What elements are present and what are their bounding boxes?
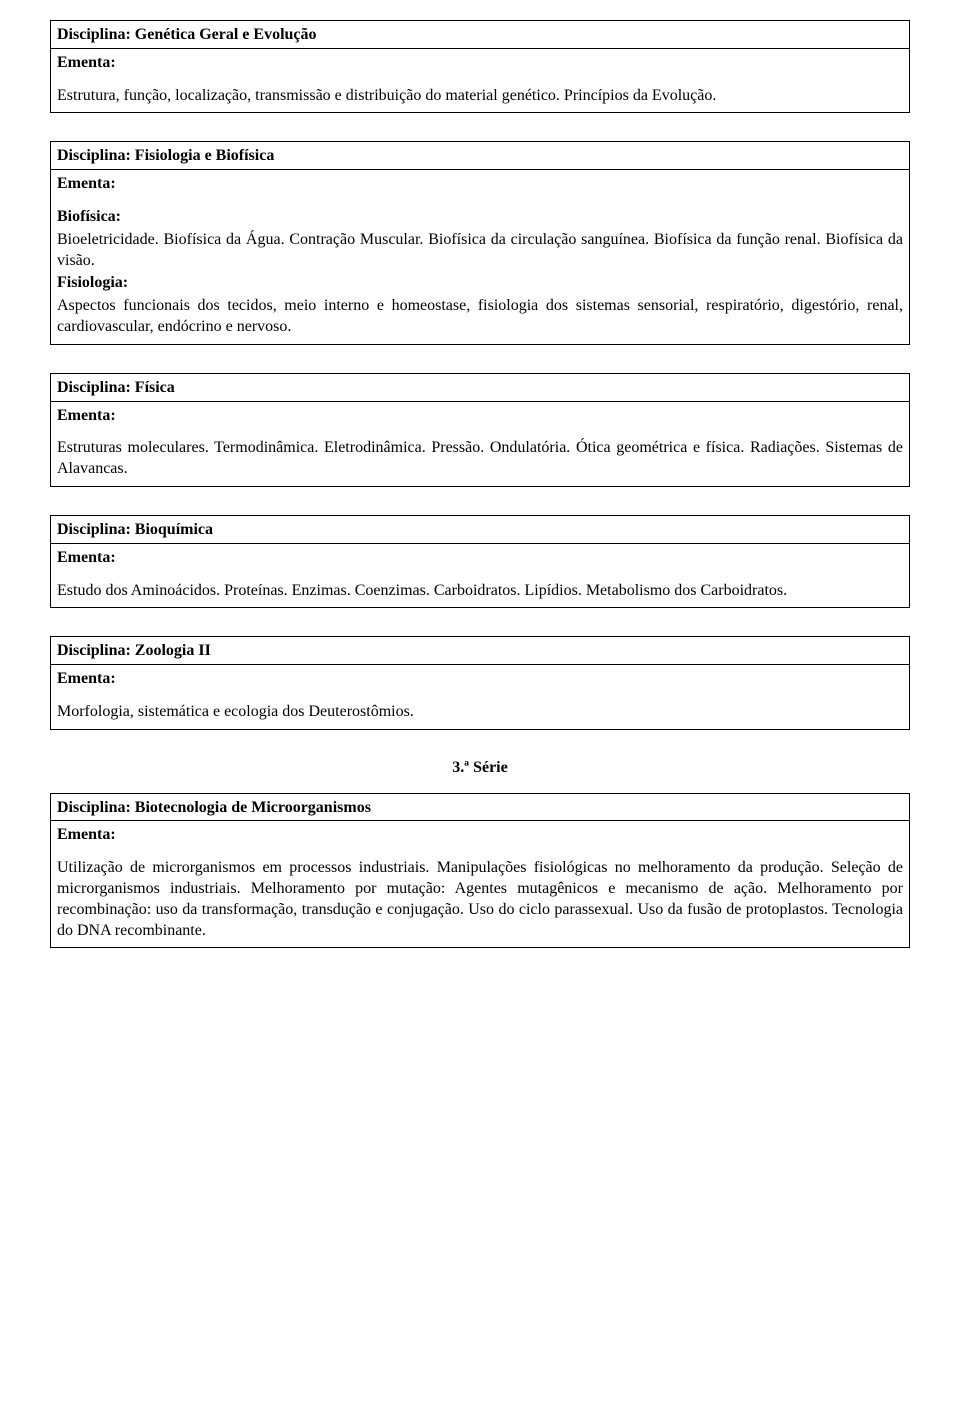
ementa-label: Ementa: bbox=[57, 669, 903, 690]
content-paragraph: Fisiologia: bbox=[57, 273, 903, 294]
content-paragraph: Utilização de microrganismos em processo… bbox=[57, 858, 903, 941]
discipline-blocks-container: Disciplina: Genética Geral e EvoluçãoEme… bbox=[50, 20, 910, 730]
discipline-title: Disciplina: Zoologia II bbox=[51, 637, 910, 665]
discipline-title: Disciplina: Genética Geral e Evolução bbox=[51, 21, 910, 49]
discipline-content: Ementa: Estruturas moleculares. Termodinâ… bbox=[51, 401, 910, 486]
bold-prefix: Fisiologia: bbox=[57, 274, 128, 291]
spacer bbox=[57, 74, 903, 84]
content-paragraph: Estudo dos Aminoácidos. Proteínas. Enzim… bbox=[57, 581, 903, 602]
ementa-label: Ementa: bbox=[57, 406, 903, 427]
bold-prefix: Biofísica: bbox=[57, 208, 121, 225]
content-paragraph: Morfologia, sistemática e ecologia dos D… bbox=[57, 702, 903, 723]
discipline-table: Disciplina: Bioquímica Ementa: Estudo dos … bbox=[50, 515, 910, 608]
discipline-block: Disciplina: Bioquímica Ementa: Estudo dos … bbox=[50, 515, 910, 608]
content-paragraph: Estrutura, função, localização, transmis… bbox=[57, 86, 903, 107]
content-paragraph: Biofísica: bbox=[57, 207, 903, 228]
content-paragraph: Aspectos funcionais dos tecidos, meio in… bbox=[57, 296, 903, 338]
spacer bbox=[57, 846, 903, 856]
discipline-content: Ementa: Estrutura, função, localização, t… bbox=[51, 48, 910, 113]
discipline-block: Disciplina: Física Ementa: Estruturas mole… bbox=[50, 373, 910, 487]
spacer bbox=[57, 690, 903, 700]
ementa-label: Ementa: bbox=[57, 825, 903, 846]
discipline-content: Ementa: Biofísica: Bioeletricidade. Biofís… bbox=[51, 170, 910, 345]
discipline-table: Disciplina: Genética Geral e EvoluçãoEme… bbox=[50, 20, 910, 113]
after-series-blocks-container: Disciplina: Biotecnologia de Microorgani… bbox=[50, 793, 910, 949]
discipline-title: Disciplina: Bioquímica bbox=[51, 515, 910, 543]
series-heading: 3.ª Série bbox=[50, 758, 910, 779]
discipline-block: Disciplina: Zoologia II Ementa: Morfologia… bbox=[50, 636, 910, 729]
discipline-table: Disciplina: Fisiologia e BiofísicaEmenta… bbox=[50, 141, 910, 344]
discipline-title: Disciplina: Biotecnologia de Microorgani… bbox=[51, 793, 910, 821]
content-paragraph: Estruturas moleculares. Termodinâmica. E… bbox=[57, 438, 903, 480]
discipline-block: Disciplina: Fisiologia e BiofísicaEmenta… bbox=[50, 141, 910, 344]
discipline-content: Ementa: Utilização de microrganismos em p… bbox=[51, 821, 910, 948]
ementa-label: Ementa: bbox=[57, 53, 903, 74]
spacer bbox=[57, 569, 903, 579]
discipline-title: Disciplina: Fisiologia e Biofísica bbox=[51, 142, 910, 170]
discipline-table: Disciplina: Zoologia II Ementa: Morfologia… bbox=[50, 636, 910, 729]
discipline-block: Disciplina: Genética Geral e EvoluçãoEme… bbox=[50, 20, 910, 113]
discipline-block: Disciplina: Biotecnologia de Microorgani… bbox=[50, 793, 910, 949]
spacer bbox=[57, 195, 903, 205]
ementa-label: Ementa: bbox=[57, 174, 903, 195]
discipline-content: Ementa: Estudo dos Aminoácidos. Proteínas… bbox=[51, 543, 910, 608]
content-paragraph: Bioeletricidade. Biofísica da Água. Cont… bbox=[57, 230, 903, 272]
discipline-content: Ementa: Morfologia, sistemática e ecologi… bbox=[51, 665, 910, 730]
discipline-title: Disciplina: Física bbox=[51, 373, 910, 401]
discipline-table: Disciplina: Física Ementa: Estruturas mole… bbox=[50, 373, 910, 487]
ementa-label: Ementa: bbox=[57, 548, 903, 569]
discipline-table: Disciplina: Biotecnologia de Microorgani… bbox=[50, 793, 910, 949]
spacer bbox=[57, 426, 903, 436]
